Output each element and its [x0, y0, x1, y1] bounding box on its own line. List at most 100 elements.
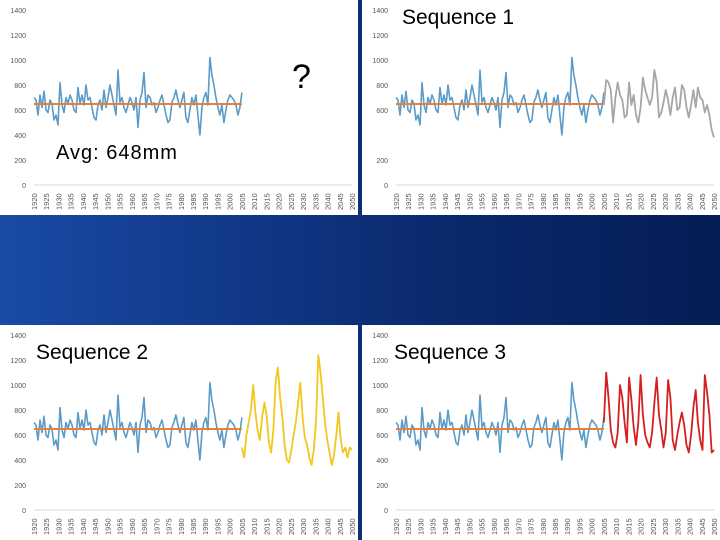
y-tick-label: 600	[14, 433, 26, 440]
x-tick-label: 1930	[416, 518, 425, 535]
x-tick-label: 2000	[226, 193, 235, 210]
y-tick-label: 1000	[372, 58, 388, 65]
observed-rainfall-line	[395, 381, 605, 461]
x-tick-label: 1950	[103, 518, 112, 535]
x-tick-label: 1970	[152, 193, 161, 210]
x-tick-label: 2030	[299, 518, 308, 535]
x-tick-label: 1960	[128, 518, 137, 535]
x-tick-label: 2035	[311, 193, 320, 210]
x-tick-label: 2035	[673, 518, 682, 535]
x-tick-label: 1975	[527, 193, 536, 210]
y-tick-label: 1000	[10, 383, 26, 390]
x-tick-label: 2010	[612, 518, 621, 535]
x-tick-label: 1950	[465, 518, 474, 535]
x-tick-label: 1965	[140, 193, 149, 210]
x-tick-label: 1920	[392, 193, 401, 210]
chart-panel-sequence-3: 0 200 400 600 800 1000 1200 1400 1920 1925 1930 193…	[362, 325, 720, 540]
sequence-1-label: Sequence 1	[402, 6, 515, 29]
x-tick-label: 2005	[600, 193, 609, 210]
x-tick-label: 1980	[539, 193, 548, 210]
x-tick-label: 2015	[624, 518, 633, 535]
observed-rainfall-line	[33, 381, 243, 461]
x-tick-label: 2005	[238, 193, 247, 210]
x-tick-label: 2025	[287, 193, 296, 210]
y-tick-label: 600	[376, 433, 388, 440]
x-tick-label: 1930	[54, 193, 63, 210]
x-tick-label: 1940	[441, 193, 450, 210]
x-tick-label: 2030	[661, 518, 670, 535]
x-tick-label: 1950	[103, 193, 112, 210]
x-tick-label: 1960	[490, 193, 499, 210]
x-tick-label: 2050	[710, 518, 719, 535]
x-tick-label: 1985	[189, 518, 198, 535]
x-tick-label: 2010	[612, 193, 621, 210]
x-tick-label: 2025	[287, 518, 296, 535]
x-tick-label: 1920	[30, 518, 39, 535]
x-tick-label: 1970	[152, 518, 161, 535]
x-tick-label: 1995	[575, 193, 584, 210]
x-tick-label: 1970	[514, 193, 523, 210]
observed-rainfall-line	[395, 56, 605, 136]
x-tick-label: 1955	[478, 518, 487, 535]
y-tick-label: 1400	[10, 8, 26, 15]
x-tick-label: 2040	[686, 518, 695, 535]
x-tick-label: 1985	[551, 193, 560, 210]
chart-panel-sequence-2: 0 200 400 600 800 1000 1200 1400 1920 1925 1930 193…	[0, 325, 358, 540]
x-tick-label: 1975	[165, 193, 174, 210]
x-tick-label: 1930	[54, 518, 63, 535]
x-tick-label: 1945	[453, 518, 462, 535]
y-tick-label: 200	[376, 158, 388, 165]
x-tick-label: 1965	[502, 518, 511, 535]
x-tick-label: 1995	[213, 518, 222, 535]
y-tick-label: 400	[376, 458, 388, 465]
x-tick-label: 1960	[128, 193, 137, 210]
x-tick-label: 1990	[563, 193, 572, 210]
x-tick-label: 1995	[213, 193, 222, 210]
x-tick-label: 1965	[502, 193, 511, 210]
x-tick-label: 1980	[177, 193, 186, 210]
x-tick-label: 1975	[527, 518, 536, 535]
y-tick-label: 1200	[372, 358, 388, 365]
x-tick-label: 2020	[637, 193, 646, 210]
x-tick-label: 1940	[441, 518, 450, 535]
y-tick-label: 1000	[372, 383, 388, 390]
y-tick-label: 600	[376, 108, 388, 115]
x-tick-label: 2015	[262, 518, 271, 535]
chart-baseline: 0 200 400 600 800 1000 1200 1400 1920 1925 1930 193…	[10, 8, 357, 210]
x-tick-label: 2020	[637, 518, 646, 535]
x-tick-label: 2005	[238, 518, 247, 535]
y-tick-label: 800	[14, 83, 26, 90]
x-tick-label: 1955	[116, 193, 125, 210]
y-tick-label: 1200	[10, 358, 26, 365]
projection-line	[603, 371, 715, 454]
x-tick-label: 2015	[624, 193, 633, 210]
y-tick-label: 200	[14, 158, 26, 165]
x-tick-label: 2030	[661, 193, 670, 210]
x-tick-label: 1945	[91, 518, 100, 535]
x-tick-label: 2035	[311, 518, 320, 535]
y-tick-label: 800	[14, 408, 26, 415]
y-tick-label: 800	[376, 83, 388, 90]
x-tick-label: 1985	[189, 193, 198, 210]
y-tick-label: 600	[14, 108, 26, 115]
x-tick-label: 2020	[275, 518, 284, 535]
x-tick-label: 2050	[348, 193, 357, 210]
x-tick-label: 2025	[649, 193, 658, 210]
chart-panel-sequence-1: 0 200 600 800 1000 1200 1400 1920 1925 1930 1935 19…	[362, 0, 720, 215]
x-tick-label: 2010	[250, 193, 259, 210]
x-tick-label: 1950	[465, 193, 474, 210]
x-tick-label: 2000	[588, 518, 597, 535]
y-tick-label: 1000	[10, 58, 26, 65]
x-tick-label: 1980	[539, 518, 548, 535]
chart-sequence-3: 0 200 400 600 800 1000 1200 1400 1920 1925 1930 193…	[372, 333, 719, 535]
x-tick-label: 1935	[429, 518, 438, 535]
x-tick-label: 1990	[563, 518, 572, 535]
y-tick-label: 800	[376, 408, 388, 415]
y-tick-label: 1400	[10, 333, 26, 340]
projection-line	[603, 69, 715, 138]
x-tick-label: 1925	[404, 193, 413, 210]
x-tick-label: 2025	[649, 518, 658, 535]
y-tick-label: 1200	[372, 33, 388, 40]
x-tick-label: 1965	[140, 518, 149, 535]
